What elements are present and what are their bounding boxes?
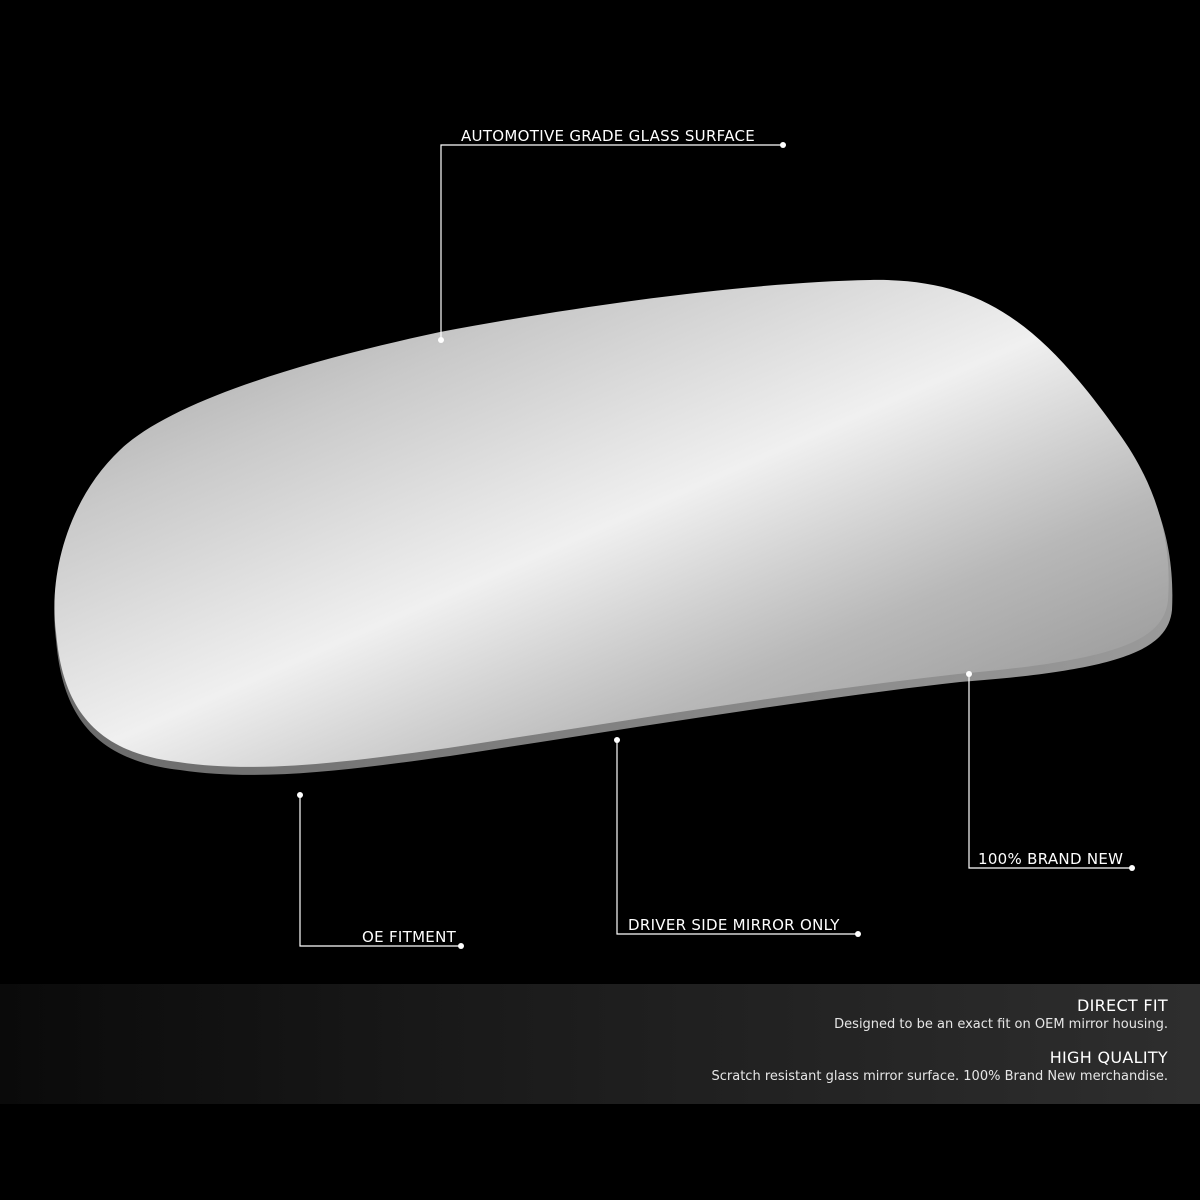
callout-line-oe-fitment	[299, 795, 461, 947]
callout-dot	[458, 943, 464, 949]
callout-dot	[966, 671, 972, 677]
callout-oe-fitment: OE FITMENT	[362, 928, 457, 946]
feature-direct-fit: DIRECT FIT Designed to be an exact fit o…	[834, 996, 1168, 1034]
feature-title: DIRECT FIT	[1077, 996, 1168, 1015]
callout-line-glass-surface	[440, 144, 783, 340]
callout-dot	[780, 142, 786, 148]
callout-line-driver-side	[616, 740, 858, 935]
feature-band	[0, 984, 1200, 1104]
feature-description: Designed to be an exact fit on OEM mirro…	[834, 1017, 1168, 1032]
callout-driver-side: DRIVER SIDE MIRROR ONLY	[628, 916, 840, 934]
feature-description: Scratch resistant glass mirror surface. …	[711, 1069, 1169, 1084]
callout-line-brand-new	[968, 674, 1132, 869]
callout-dot	[855, 931, 861, 937]
callout-dot	[438, 337, 444, 343]
callout-dot	[1129, 865, 1135, 871]
callout-glass-surface: AUTOMOTIVE GRADE GLASS SURFACE	[461, 127, 756, 145]
callout-brand-new: 100% BRAND NEW	[978, 850, 1124, 868]
feature-title: HIGH QUALITY	[1049, 1048, 1168, 1067]
callout-dot	[297, 792, 303, 798]
callout-dot	[614, 737, 620, 743]
feature-high-quality: HIGH QUALITY Scratch resistant glass mir…	[712, 1048, 1169, 1086]
mirror-glass-surface	[54, 279, 1169, 767]
